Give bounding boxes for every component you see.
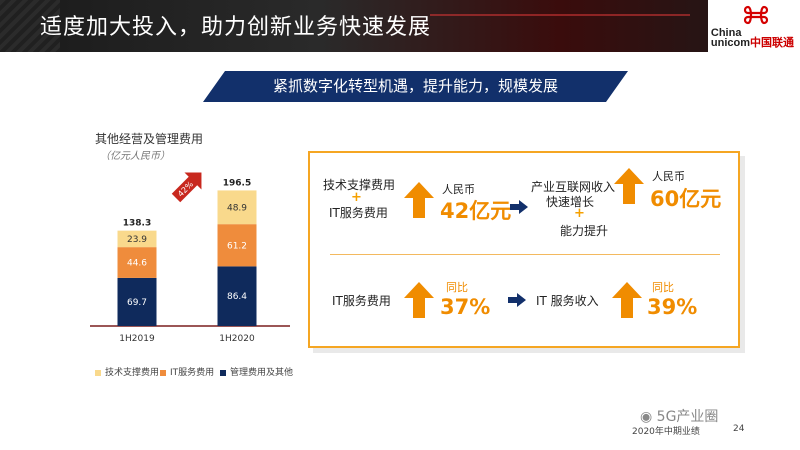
- legend-swatch-tech: [95, 369, 101, 376]
- data-label: 23.9: [127, 235, 147, 245]
- yoy-label-2: 同比: [652, 281, 674, 294]
- it-service-label: IT服务费用: [329, 206, 388, 220]
- plus-sign-middle: +: [574, 206, 585, 221]
- header-bar: 适度加大投入，助力创新业务快速发展 China unicom中国联通: [0, 0, 800, 52]
- data-label: 69.7: [127, 298, 147, 308]
- rapid-growth-label: 快速增长: [546, 195, 595, 209]
- chart-title: 其他经营及管理费用: [95, 132, 204, 146]
- growth-arrow-icon: 42%: [171, 172, 202, 203]
- currency-label-1: 人民币: [442, 183, 475, 196]
- panel-divider: [330, 254, 720, 255]
- category-label: 1H2020: [219, 334, 255, 344]
- bar-segment: [117, 230, 157, 248]
- yoy-label-1: 同比: [446, 281, 468, 294]
- value-60: 60亿元: [650, 187, 722, 211]
- category-label: 1H2019: [119, 334, 155, 344]
- total-label: 138.3: [123, 219, 151, 229]
- right-arrow-icon: [510, 200, 528, 214]
- legend-item-it: IT服务费用: [160, 365, 214, 378]
- summary-panel: [308, 151, 740, 348]
- banner-text: 紧抓数字化转型机遇，提升能力，规模发展: [272, 77, 558, 95]
- logo-text: China unicom中国联通: [710, 27, 794, 49]
- tech-support-label: 技术支撑费用: [323, 178, 396, 192]
- industrial-internet-label: 产业互联网收入: [531, 180, 616, 194]
- total-label: 196.5: [223, 178, 251, 188]
- capability-label: 能力提升: [560, 224, 609, 238]
- page-title: 适度加大投入，助力创新业务快速发展: [40, 15, 432, 40]
- bar-segment: [217, 224, 257, 267]
- logo-line2-cn: 中国联通: [750, 37, 794, 49]
- legend-swatch-it: [160, 369, 166, 376]
- legend-item-tech: 技术支撑费用: [95, 365, 159, 378]
- data-label: 86.4: [227, 292, 247, 302]
- currency-label-2: 人民币: [652, 170, 685, 183]
- footer-text: 2020年中期业绩: [632, 427, 700, 437]
- up-arrow-icon: [404, 182, 434, 218]
- banner-background: [203, 71, 628, 102]
- up-arrow-icon: [404, 282, 434, 318]
- bar-segment: [117, 247, 157, 278]
- data-label: 44.6: [127, 259, 147, 269]
- banner: 紧抓数字化转型机遇，提升能力，规模发展: [203, 71, 628, 102]
- logo-line2: unicom中国联通: [710, 37, 794, 49]
- legend-label-tech: 技术支撑费用: [105, 368, 160, 378]
- bar-segment: [117, 277, 157, 326]
- chart-unit: （亿元人民币）: [100, 151, 170, 162]
- legend-item-mgmt: 管理费用及其他: [220, 365, 293, 378]
- up-arrow-icon: [612, 282, 642, 318]
- value-42: 42亿元: [440, 199, 512, 223]
- data-label: 61.2: [227, 241, 247, 251]
- up-arrow-icon: [614, 168, 644, 204]
- stacked-bar-chart: 69.7 44.6 23.9 138.3 1H2019 86.4 61.2 48.9 196.5…: [90, 172, 290, 344]
- plus-sign-left: +: [351, 190, 362, 205]
- logo-knot-icon: [743, 5, 769, 25]
- it-service-revenue-label: IT 服务收入: [536, 294, 599, 308]
- it-service-fee-label: IT服务费用: [332, 294, 391, 308]
- logo-line2-en: unicom: [710, 37, 750, 49]
- legend-label-it: IT服务费用: [170, 368, 215, 378]
- pct-39: 39%: [647, 295, 698, 319]
- legend-label-mgmt: 管理费用及其他: [230, 368, 294, 378]
- logo: China unicom中国联通: [708, 0, 800, 52]
- legend-swatch-mgmt: [220, 369, 226, 376]
- growth-arrow-shape: [171, 172, 202, 203]
- data-label: 48.9: [227, 203, 247, 213]
- right-arrow-icon: [508, 293, 526, 307]
- page-number: 24: [733, 424, 745, 434]
- pct-37: 37%: [440, 295, 491, 319]
- logo-line1: China: [710, 27, 742, 39]
- watermark: ◉ 5G产业圈: [640, 406, 718, 426]
- watermark-text: 5G产业圈: [656, 409, 719, 425]
- wechat-icon: ◉: [640, 409, 653, 425]
- bar-segment: [217, 190, 257, 225]
- bar-segment: [217, 266, 257, 326]
- header-decor-line: [430, 14, 690, 16]
